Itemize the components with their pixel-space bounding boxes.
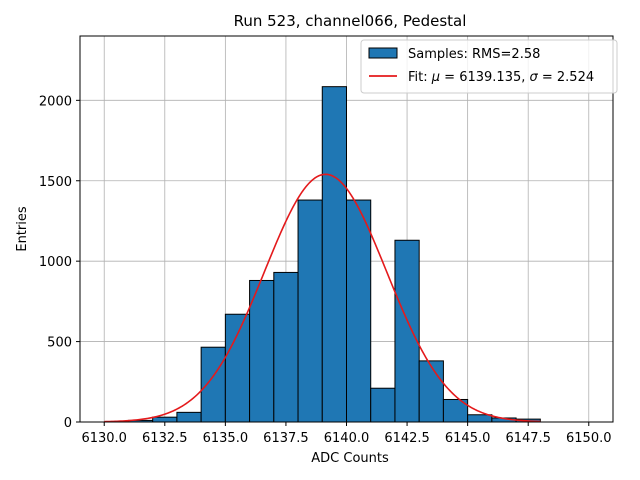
sigma-value: = 2.524: [538, 70, 594, 85]
histogram-bar: [224, 313, 251, 423]
histogram-bar: [273, 271, 299, 423]
fit-prefix: Fit:: [408, 70, 432, 85]
x-axis-label: ADC Counts: [311, 451, 389, 466]
mu-symbol: μ: [431, 70, 440, 85]
legend-label-samples: Samples: RMS=2.58: [408, 47, 540, 62]
mu-value: = 6139.135,: [440, 70, 529, 85]
y-tick-label: 2000: [39, 94, 72, 109]
x-tick-label: 6150.0: [566, 431, 612, 446]
histogram-bar: [176, 411, 202, 423]
x-tick-label: 6142.5: [384, 431, 430, 446]
histogram-bar: [152, 416, 178, 423]
chart-title: Run 523, channel066, Pedestal: [234, 12, 467, 30]
histogram-bars: [127, 86, 541, 423]
histogram-bar: [394, 239, 420, 423]
histogram-bar: [418, 360, 444, 423]
histogram-bar: [249, 279, 275, 423]
x-tick-label: 6145.0: [445, 431, 491, 446]
histogram-bar: [297, 199, 323, 423]
x-tick-label: 6130.0: [81, 431, 127, 446]
y-tick-label: 0: [64, 416, 72, 431]
y-axis-label: Entries: [15, 206, 30, 252]
y-tick-label: 500: [47, 336, 72, 351]
sigma-symbol: σ: [530, 70, 539, 85]
x-tick-label: 6147.5: [505, 431, 551, 446]
histogram-bar: [346, 199, 372, 423]
histogram-bar: [370, 387, 396, 423]
legend: Samples: RMS=2.58 Fit: μ = 6139.135, σ =…: [360, 39, 618, 94]
legend-swatch-samples: [368, 47, 398, 59]
x-tick-label: 6135.0: [203, 431, 249, 446]
histogram-bar: [321, 86, 348, 423]
y-tick-label: 1500: [39, 175, 72, 190]
histogram-bar: [200, 346, 226, 423]
y-tick-label: 1000: [39, 255, 72, 270]
x-tick-label: 6132.5: [142, 431, 188, 446]
histogram-bar: [467, 414, 493, 423]
x-tick-label: 6137.5: [263, 431, 309, 446]
x-tick-label: 6140.0: [324, 431, 370, 446]
axis-ticks: 6130.0 6132.5 6135.0 6137.5 6140.0 6142.5 6145…: [39, 94, 612, 446]
fit-curve: [104, 173, 541, 423]
legend-box: [360, 39, 618, 94]
legend-label-fit: Fit: μ = 6139.135, σ = 2.524: [408, 70, 594, 85]
